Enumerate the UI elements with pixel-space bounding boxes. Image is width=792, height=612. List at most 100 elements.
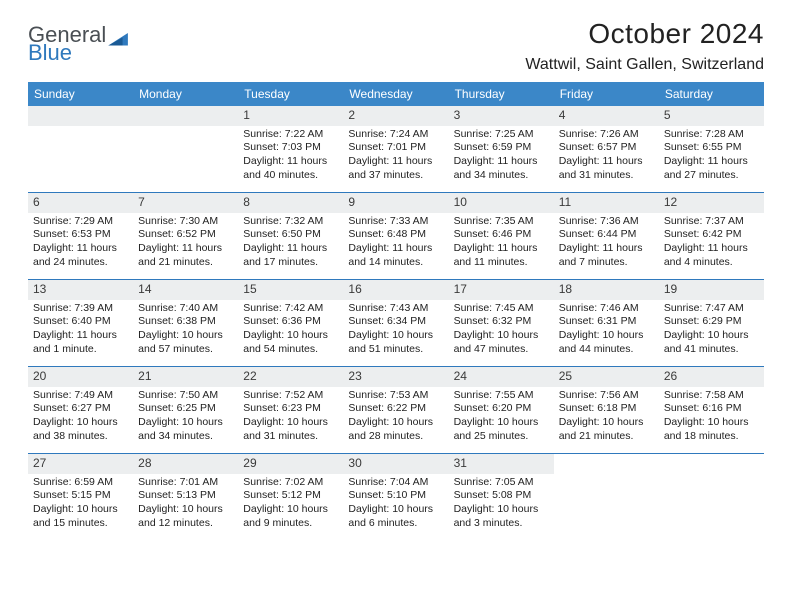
day-cell-empty — [28, 106, 133, 192]
sunrise-line: Sunrise: 7:32 AM — [243, 215, 338, 229]
calendar-grid: SundayMondayTuesdayWednesdayThursdayFrid… — [28, 82, 764, 540]
daylight-line: Daylight: 11 hours and 4 minutes. — [664, 242, 759, 269]
day-number: 12 — [659, 193, 764, 213]
weekday-monday: Monday — [133, 82, 238, 106]
sunset-line: Sunset: 6:20 PM — [454, 402, 549, 416]
sunset-line: Sunset: 6:57 PM — [559, 141, 654, 155]
day-number: 19 — [659, 280, 764, 300]
day-cell: 4Sunrise: 7:26 AMSunset: 6:57 PMDaylight… — [554, 106, 659, 192]
day-number: 24 — [449, 367, 554, 387]
daylight-line: Daylight: 10 hours and 21 minutes. — [559, 416, 654, 443]
daylight-line: Daylight: 11 hours and 14 minutes. — [348, 242, 443, 269]
day-body: Sunrise: 7:35 AMSunset: 6:46 PMDaylight:… — [453, 215, 550, 270]
day-number: 28 — [133, 454, 238, 474]
sunset-line: Sunset: 6:36 PM — [243, 315, 338, 329]
day-number: 25 — [554, 367, 659, 387]
logo-triangle-icon — [108, 33, 130, 49]
sunrise-line: Sunrise: 7:52 AM — [243, 389, 338, 403]
sunrise-line: Sunrise: 7:45 AM — [454, 302, 549, 316]
daylight-line: Daylight: 10 hours and 34 minutes. — [138, 416, 233, 443]
day-body: Sunrise: 7:29 AMSunset: 6:53 PMDaylight:… — [32, 215, 129, 270]
sunset-line: Sunset: 5:10 PM — [348, 489, 443, 503]
sunset-line: Sunset: 6:42 PM — [664, 228, 759, 242]
sunset-line: Sunset: 6:29 PM — [664, 315, 759, 329]
sunrise-line: Sunrise: 7:40 AM — [138, 302, 233, 316]
daylight-line: Daylight: 11 hours and 34 minutes. — [454, 155, 549, 182]
sunset-line: Sunset: 6:32 PM — [454, 315, 549, 329]
sunrise-line: Sunrise: 7:49 AM — [33, 389, 128, 403]
daylight-line: Daylight: 10 hours and 25 minutes. — [454, 416, 549, 443]
day-number: 10 — [449, 193, 554, 213]
sunset-line: Sunset: 6:59 PM — [454, 141, 549, 155]
day-cell: 29Sunrise: 7:02 AMSunset: 5:12 PMDayligh… — [238, 454, 343, 540]
day-cell: 5Sunrise: 7:28 AMSunset: 6:55 PMDaylight… — [659, 106, 764, 192]
day-body: Sunrise: 7:55 AMSunset: 6:20 PMDaylight:… — [453, 389, 550, 444]
daylight-line: Daylight: 10 hours and 47 minutes. — [454, 329, 549, 356]
sunrise-line: Sunrise: 7:46 AM — [559, 302, 654, 316]
day-cell: 21Sunrise: 7:50 AMSunset: 6:25 PMDayligh… — [133, 367, 238, 453]
sunset-line: Sunset: 6:31 PM — [559, 315, 654, 329]
daylight-line: Daylight: 10 hours and 44 minutes. — [559, 329, 654, 356]
week-row: 27Sunrise: 6:59 AMSunset: 5:15 PMDayligh… — [28, 453, 764, 540]
sunset-line: Sunset: 6:22 PM — [348, 402, 443, 416]
day-body: Sunrise: 7:40 AMSunset: 6:38 PMDaylight:… — [137, 302, 234, 357]
weekday-wednesday: Wednesday — [343, 82, 448, 106]
weekday-sunday: Sunday — [28, 82, 133, 106]
day-number: 21 — [133, 367, 238, 387]
sunrise-line: Sunrise: 7:02 AM — [243, 476, 338, 490]
day-cell: 20Sunrise: 7:49 AMSunset: 6:27 PMDayligh… — [28, 367, 133, 453]
daylight-line: Daylight: 11 hours and 11 minutes. — [454, 242, 549, 269]
day-number: 4 — [554, 106, 659, 126]
day-cell: 22Sunrise: 7:52 AMSunset: 6:23 PMDayligh… — [238, 367, 343, 453]
day-number: 3 — [449, 106, 554, 126]
day-body: Sunrise: 7:22 AMSunset: 7:03 PMDaylight:… — [242, 128, 339, 183]
day-number: 14 — [133, 280, 238, 300]
logo-text: General Blue — [28, 24, 106, 64]
weekday-thursday: Thursday — [449, 82, 554, 106]
sunrise-line: Sunrise: 7:42 AM — [243, 302, 338, 316]
sunrise-line: Sunrise: 7:50 AM — [138, 389, 233, 403]
page-title: October 2024 — [525, 18, 764, 50]
sunset-line: Sunset: 6:27 PM — [33, 402, 128, 416]
sunset-line: Sunset: 6:48 PM — [348, 228, 443, 242]
sunrise-line: Sunrise: 7:53 AM — [348, 389, 443, 403]
day-body: Sunrise: 7:02 AMSunset: 5:12 PMDaylight:… — [242, 476, 339, 531]
day-cell: 1Sunrise: 7:22 AMSunset: 7:03 PMDaylight… — [238, 106, 343, 192]
day-body: Sunrise: 7:04 AMSunset: 5:10 PMDaylight:… — [347, 476, 444, 531]
week-row: 1Sunrise: 7:22 AMSunset: 7:03 PMDaylight… — [28, 106, 764, 192]
sunrise-line: Sunrise: 7:30 AM — [138, 215, 233, 229]
weekday-saturday: Saturday — [659, 82, 764, 106]
day-cell: 9Sunrise: 7:33 AMSunset: 6:48 PMDaylight… — [343, 193, 448, 279]
sunset-line: Sunset: 6:23 PM — [243, 402, 338, 416]
day-number-empty — [133, 106, 238, 126]
day-body: Sunrise: 7:37 AMSunset: 6:42 PMDaylight:… — [663, 215, 760, 270]
sunset-line: Sunset: 6:50 PM — [243, 228, 338, 242]
day-number: 30 — [343, 454, 448, 474]
day-number: 27 — [28, 454, 133, 474]
day-cell: 10Sunrise: 7:35 AMSunset: 6:46 PMDayligh… — [449, 193, 554, 279]
day-number: 31 — [449, 454, 554, 474]
sunrise-line: Sunrise: 7:29 AM — [33, 215, 128, 229]
day-cell: 16Sunrise: 7:43 AMSunset: 6:34 PMDayligh… — [343, 280, 448, 366]
daylight-line: Daylight: 10 hours and 57 minutes. — [138, 329, 233, 356]
day-cell: 14Sunrise: 7:40 AMSunset: 6:38 PMDayligh… — [133, 280, 238, 366]
sunset-line: Sunset: 5:08 PM — [454, 489, 549, 503]
day-number: 20 — [28, 367, 133, 387]
sunset-line: Sunset: 5:13 PM — [138, 489, 233, 503]
sunrise-line: Sunrise: 7:05 AM — [454, 476, 549, 490]
sunset-line: Sunset: 6:34 PM — [348, 315, 443, 329]
title-block: October 2024 Wattwil, Saint Gallen, Swit… — [525, 18, 764, 74]
weekday-tuesday: Tuesday — [238, 82, 343, 106]
day-body: Sunrise: 7:28 AMSunset: 6:55 PMDaylight:… — [663, 128, 760, 183]
day-number-empty — [28, 106, 133, 126]
sunrise-line: Sunrise: 7:47 AM — [664, 302, 759, 316]
day-body: Sunrise: 7:52 AMSunset: 6:23 PMDaylight:… — [242, 389, 339, 444]
sunset-line: Sunset: 6:46 PM — [454, 228, 549, 242]
day-cell: 7Sunrise: 7:30 AMSunset: 6:52 PMDaylight… — [133, 193, 238, 279]
daylight-line: Daylight: 11 hours and 7 minutes. — [559, 242, 654, 269]
day-cell: 31Sunrise: 7:05 AMSunset: 5:08 PMDayligh… — [449, 454, 554, 540]
daylight-line: Daylight: 11 hours and 21 minutes. — [138, 242, 233, 269]
day-body: Sunrise: 7:56 AMSunset: 6:18 PMDaylight:… — [558, 389, 655, 444]
day-body: Sunrise: 7:32 AMSunset: 6:50 PMDaylight:… — [242, 215, 339, 270]
day-body: Sunrise: 7:30 AMSunset: 6:52 PMDaylight:… — [137, 215, 234, 270]
